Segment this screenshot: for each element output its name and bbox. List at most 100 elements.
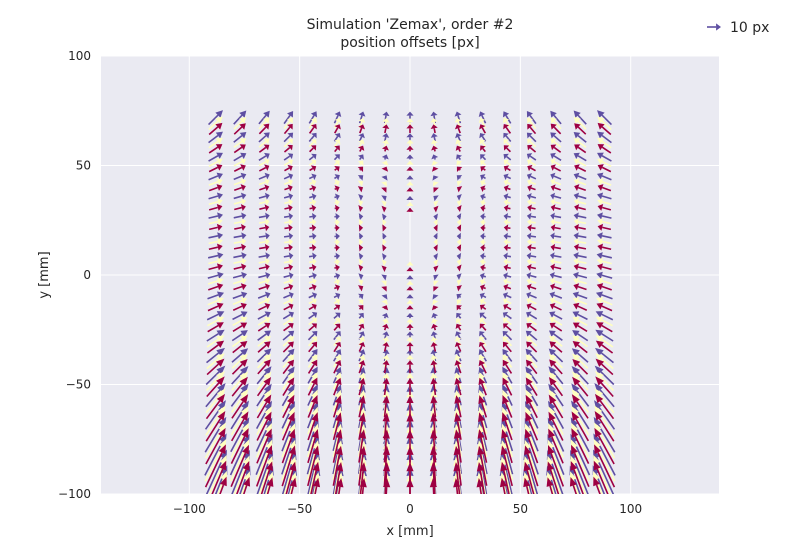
arrow-mark xyxy=(211,460,227,494)
arrow-mark xyxy=(595,353,614,370)
arrow-mark xyxy=(208,122,223,136)
arrow-mark xyxy=(257,311,271,320)
arrow-mark xyxy=(307,428,319,464)
arrow-mark xyxy=(381,205,387,213)
arrow-mark xyxy=(595,340,614,354)
arrow-mark xyxy=(480,284,486,291)
arrow-mark xyxy=(207,291,225,300)
arrow-mark xyxy=(406,305,414,310)
arrow-mark xyxy=(308,139,317,148)
arrow-mark xyxy=(206,353,225,370)
arrow-mark xyxy=(358,342,366,352)
arrow-mark xyxy=(358,252,364,260)
arrow-mark xyxy=(233,178,247,186)
arrow-mark xyxy=(406,181,414,186)
arrow-mark xyxy=(381,259,387,267)
arrow-mark xyxy=(283,283,294,291)
arrow-mark xyxy=(548,428,564,464)
arrow-mark xyxy=(707,23,721,31)
arrow-mark xyxy=(569,476,578,494)
arrow-mark xyxy=(406,312,414,319)
arrow-mark xyxy=(258,172,270,180)
quiver-key-label: 10 px xyxy=(730,20,769,36)
arrow-mark xyxy=(282,359,295,375)
arrow-mark xyxy=(357,180,364,187)
arrow-mark xyxy=(333,331,341,341)
arrow-mark xyxy=(431,166,439,172)
arrow-mark xyxy=(308,132,317,142)
arrow-mark xyxy=(571,411,590,442)
arrow-mark xyxy=(456,299,462,306)
arrow-mark xyxy=(334,213,340,221)
arrow-mark xyxy=(550,152,562,162)
arrow-mark xyxy=(595,358,614,376)
arrow-mark xyxy=(308,252,317,260)
arrow-mark xyxy=(308,292,318,299)
arrow-mark xyxy=(358,293,364,300)
arrow-mark xyxy=(433,205,439,213)
arrow-mark xyxy=(502,336,513,347)
arrow-mark xyxy=(309,258,317,266)
arrow-mark xyxy=(332,366,342,384)
arrow-mark xyxy=(307,377,318,396)
arrow-mark xyxy=(309,179,317,186)
arrow-mark xyxy=(205,383,226,408)
arrow-series xyxy=(204,122,616,494)
arrow-mark xyxy=(234,223,246,231)
arrow-mark xyxy=(258,271,271,279)
x-axis-label: x [mm] xyxy=(386,524,433,539)
arrow-mark xyxy=(478,372,488,390)
arrow-mark xyxy=(357,166,364,172)
arrow-mark xyxy=(550,263,562,271)
arrow-mark xyxy=(258,138,270,148)
arrow-mark xyxy=(480,204,486,212)
arrow-mark xyxy=(597,212,612,220)
arrow-mark xyxy=(594,427,615,465)
arrow-mark xyxy=(550,232,562,240)
arrow-mark xyxy=(503,272,512,280)
arrow-mark xyxy=(596,271,613,279)
arrow-mark xyxy=(381,154,389,160)
arrow-mark xyxy=(334,278,341,286)
arrow-mark xyxy=(233,232,247,240)
arrow-mark xyxy=(307,412,319,441)
arrow-mark xyxy=(455,323,462,331)
arrow-mark xyxy=(526,212,537,220)
arrow-mark xyxy=(258,178,270,186)
arrow-mark xyxy=(283,212,294,220)
arrow-mark xyxy=(479,323,487,331)
arrow-mark xyxy=(208,131,223,144)
chart-title-line2: position offsets [px] xyxy=(340,35,479,51)
arrow-mark xyxy=(431,305,439,311)
arrow-mark xyxy=(503,244,511,252)
arrow-mark xyxy=(258,110,270,125)
chart-title-line1: Simulation 'Zemax', order #2 xyxy=(307,17,514,33)
arrow-mark xyxy=(480,179,486,187)
arrow-mark xyxy=(526,263,537,271)
arrow-mark xyxy=(208,116,223,131)
arrow-mark xyxy=(503,298,512,305)
arrow-mark xyxy=(595,311,614,321)
arrow-mark xyxy=(456,305,462,311)
arrow-mark xyxy=(282,394,295,419)
arrow-mark xyxy=(597,218,612,226)
arrow-mark xyxy=(593,460,609,494)
arrow-mark xyxy=(503,153,512,161)
arrow-mark xyxy=(406,261,414,266)
arrow-mark xyxy=(233,243,247,251)
arrow-mark xyxy=(207,277,224,285)
arrow-mark xyxy=(208,192,223,200)
arrow-mark xyxy=(456,224,462,232)
x-tick-label: 0 xyxy=(406,502,414,516)
arrow-mark xyxy=(258,277,271,285)
arrow-mark xyxy=(358,133,365,142)
arrow-mark xyxy=(597,116,612,131)
arrow-mark xyxy=(502,311,512,320)
arrow-mark xyxy=(381,265,387,273)
arrow-mark xyxy=(524,428,539,464)
arrow-mark xyxy=(501,428,513,464)
arrow-mark xyxy=(503,165,511,172)
arrow-mark xyxy=(406,275,414,280)
arrow-mark xyxy=(549,335,563,347)
arrow-mark xyxy=(381,160,389,166)
